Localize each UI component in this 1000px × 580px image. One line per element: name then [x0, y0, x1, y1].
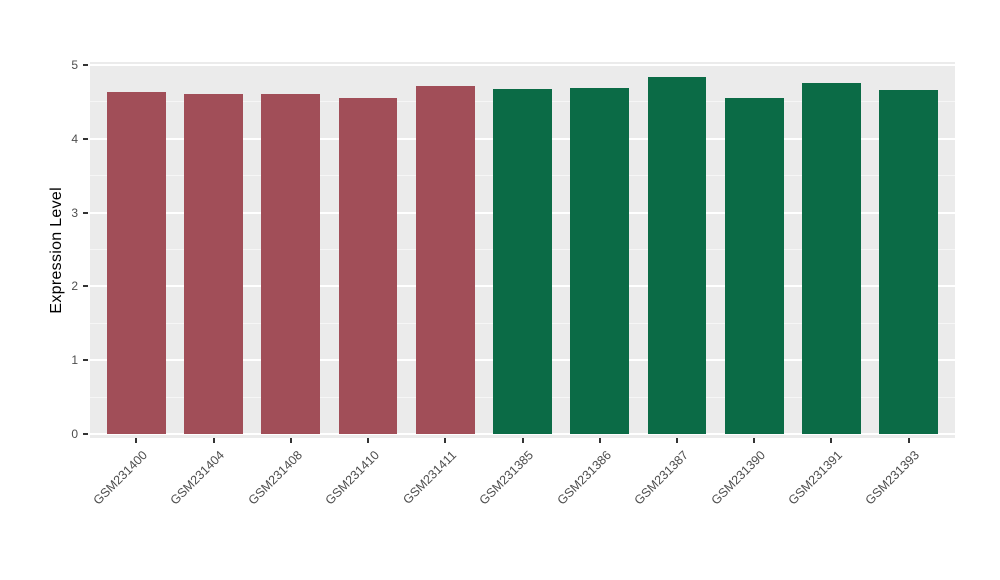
- x-tick-label: GSM231408: [245, 448, 305, 508]
- x-tick-label: GSM231387: [631, 448, 691, 508]
- x-axis: GSM231400 GSM231404 GSM231408 GSM231410 GSM2…: [90, 438, 955, 580]
- x-tick-mark: [907, 438, 910, 443]
- x-tick-mark: [598, 438, 601, 443]
- y-tick-mark: [83, 211, 88, 214]
- y-tick-mark: [83, 137, 88, 140]
- x-tick-mark: [367, 438, 370, 443]
- x-tick-label: GSM231400: [90, 448, 151, 508]
- y-tick-label: 4: [71, 131, 78, 146]
- x-tick-mark: [289, 438, 292, 443]
- x-tick-label: GSM231391: [785, 448, 846, 508]
- x-tick-label: GSM231404: [167, 448, 228, 508]
- bar-GSM231386: [570, 87, 630, 434]
- x-tick-mark: [521, 438, 524, 443]
- bar-GSM231387: [647, 76, 707, 434]
- y-tick-label: 2: [71, 279, 78, 294]
- x-tick-label: GSM231385: [476, 448, 537, 508]
- bar-GSM231404: [184, 93, 243, 434]
- major-gridline: [90, 433, 955, 435]
- x-tick-label: GSM231410: [322, 448, 382, 508]
- x-tick-label: GSM231393: [863, 448, 923, 508]
- x-tick-label: GSM231411: [400, 448, 460, 507]
- y-axis: 0 1 2 3 4 5: [0, 58, 90, 441]
- bar-GSM231408: [261, 93, 321, 434]
- y-tick-mark: [83, 64, 88, 66]
- bar-GSM231393: [879, 90, 938, 434]
- y-tick-label: 0: [71, 427, 78, 441]
- major-gridline: [90, 64, 955, 66]
- x-tick-mark: [675, 438, 678, 443]
- bar-GSM231385: [493, 88, 552, 434]
- bar-GSM231410: [338, 98, 398, 434]
- x-tick-label: GSM231386: [554, 448, 614, 508]
- y-tick-mark: [83, 285, 88, 288]
- y-tick-label: 1: [71, 353, 78, 368]
- x-tick-label: GSM231390: [708, 448, 769, 508]
- bar-GSM231400: [106, 92, 166, 434]
- bar-GSM231391: [802, 83, 861, 434]
- y-tick-mark: [83, 433, 88, 435]
- x-tick-mark: [753, 438, 756, 443]
- x-tick-mark: [830, 438, 833, 443]
- bar-GSM231411: [415, 85, 475, 434]
- bar-GSM231390: [724, 98, 784, 434]
- y-tick-label: 5: [71, 58, 78, 72]
- x-tick-mark: [212, 438, 215, 443]
- x-tick-mark: [444, 438, 447, 443]
- plot-panel: [90, 62, 955, 438]
- y-tick-label: 3: [71, 205, 78, 220]
- y-tick-mark: [83, 359, 88, 362]
- x-tick-mark: [135, 438, 138, 443]
